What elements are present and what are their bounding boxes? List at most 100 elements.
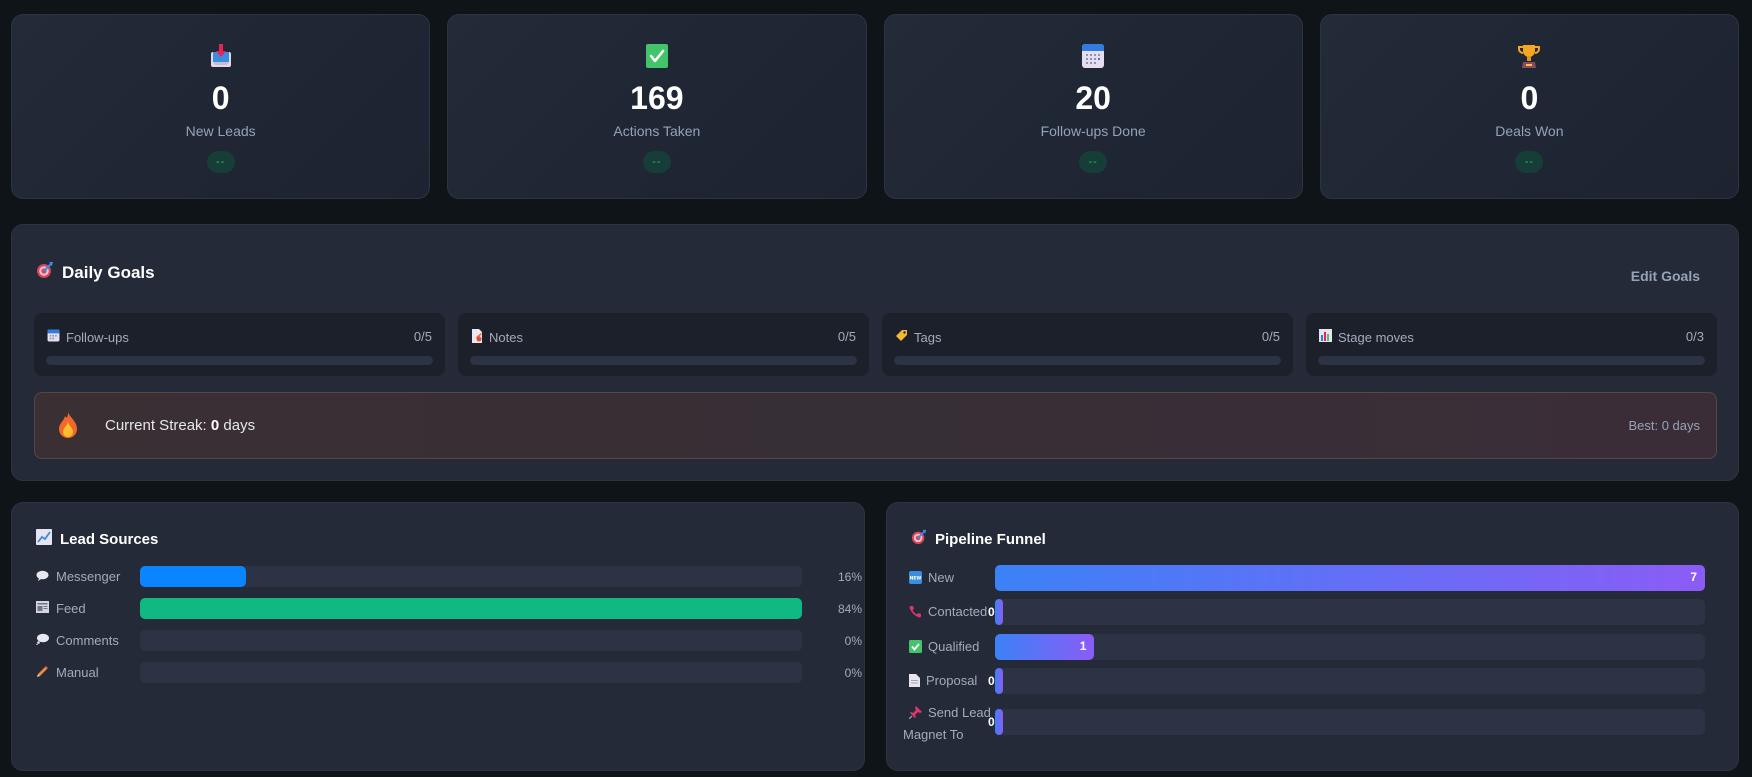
current-streak: Current Streak: 0 days [105, 417, 256, 434]
lead-sources-header: Lead Sources [36, 529, 158, 550]
lead-source-row: Comments 0% [36, 630, 862, 651]
pipeline-funnel-header: Pipeline Funnel [911, 529, 1046, 550]
best-streak: Best: 0 days [1628, 418, 1700, 433]
stage-label: Qualified [909, 637, 1009, 659]
source-label: Comments [56, 633, 119, 648]
source-label: Feed [56, 601, 86, 616]
source-bar [140, 630, 802, 651]
goal-progress-bar [1318, 356, 1705, 365]
streak-banner: Current Streak: 0 days Best: 0 days [34, 392, 1717, 459]
check-mark-icon [909, 639, 922, 659]
goal-card-stage-moves: Stage moves 0/3 [1306, 313, 1717, 376]
document-icon [909, 673, 920, 693]
inbox-tray-icon [208, 43, 234, 69]
target-icon [911, 529, 927, 550]
lead-sources-title: Lead Sources [60, 531, 159, 548]
pipeline-funnel-panel: Pipeline Funnel NEW New 7 Contacted 0 Qua… [886, 502, 1739, 771]
new-badge-icon: NEW [909, 570, 922, 590]
calendar-icon [1080, 43, 1106, 69]
pencil-icon [36, 665, 49, 681]
tag-icon [895, 329, 908, 345]
pushpin-icon [908, 705, 922, 725]
stat-card-deals-won: 0 Deals Won -- [1319, 14, 1739, 199]
stat-label: Deals Won [1495, 123, 1564, 139]
stats-row: 0 New Leads -- 169 Actions Taken -- 20 F… [11, 14, 1739, 199]
speech-bubble-icon [36, 569, 49, 584]
trophy-icon [1516, 43, 1542, 69]
stat-trend-badge: -- [206, 151, 235, 173]
newspaper-icon [36, 601, 49, 616]
stage-bar: 0 [988, 668, 1705, 694]
source-percent: 0% [844, 633, 862, 648]
stat-label: New Leads [185, 123, 256, 139]
lead-source-row: Messenger 16% [36, 566, 862, 587]
source-bar [140, 598, 802, 619]
source-label: Manual [56, 665, 99, 680]
goal-progress-value: 0/3 [1685, 329, 1704, 344]
goal-progress-bar [470, 356, 857, 365]
lead-source-row: Manual 0% [36, 662, 862, 683]
goal-label: Tags [914, 329, 942, 345]
stage-bar: 0 [988, 599, 1705, 625]
stat-value: 0 [211, 80, 230, 116]
goal-card-tags: Tags 0/5 [882, 313, 1293, 376]
source-label: Messenger [56, 569, 121, 584]
stat-value: 0 [1520, 80, 1539, 116]
goal-progress-value: 0/5 [1261, 329, 1280, 344]
daily-goals-header: Daily Goals [36, 261, 155, 284]
source-bar [140, 662, 802, 683]
stage-bar: 0 [988, 709, 1705, 735]
source-bar [140, 566, 802, 587]
svg-text:NEW: NEW [910, 576, 922, 582]
stage-count: 0 [988, 674, 995, 688]
stage-label: Contacted [909, 602, 1009, 624]
daily-goals-title: Daily Goals [62, 262, 155, 282]
goal-progress-bar [894, 356, 1281, 365]
source-percent: 16% [837, 569, 862, 584]
calendar-icon [47, 329, 60, 345]
notes-icon [471, 329, 483, 346]
goal-progress-bar [46, 356, 433, 365]
phone-icon [909, 604, 922, 624]
fire-icon [57, 411, 79, 444]
stage-bar: 1 [995, 634, 1705, 660]
stage-label: Proposal [909, 671, 1009, 693]
daily-goals-panel: Daily Goals Edit Goals Follow-ups 0/5 No… [11, 224, 1739, 481]
stage-count: 0 [988, 605, 995, 619]
stage-bar: 7 [995, 565, 1705, 591]
goal-cards: Follow-ups 0/5 Notes 0/5 Tags 0/5 [34, 313, 1717, 376]
stat-card-actions-taken: 169 Actions Taken -- [447, 14, 867, 199]
check-mark-icon [644, 43, 670, 69]
stat-label: Actions Taken [613, 123, 701, 139]
goal-label: Notes [489, 330, 523, 345]
stage-count: 1 [1079, 639, 1087, 653]
goal-card-follow-ups: Follow-ups 0/5 [34, 313, 445, 376]
stat-card-follow-ups-done: 20 Follow-ups Done -- [883, 14, 1303, 199]
source-percent: 0% [844, 665, 862, 680]
stat-value: 169 [630, 80, 684, 116]
bar-chart-icon [1319, 329, 1332, 345]
stat-trend-badge: -- [642, 151, 671, 173]
thought-bubble-icon [36, 633, 49, 648]
goal-label: Stage moves [1338, 329, 1414, 345]
stage-count: 7 [1690, 570, 1697, 584]
goal-label: Follow-ups [66, 329, 129, 345]
stat-value: 20 [1075, 80, 1111, 116]
stat-trend-badge: -- [1515, 151, 1544, 173]
stat-label: Follow-ups Done [1040, 123, 1146, 139]
pipeline-funnel-title: Pipeline Funnel [935, 531, 1046, 548]
lead-sources-panel: Lead Sources Messenger 16% Feed 84% Comm… [11, 502, 865, 771]
stage-label: NEW New [909, 568, 1009, 590]
goal-card-notes: Notes 0/5 [458, 313, 869, 376]
source-percent: 84% [837, 601, 862, 616]
goal-progress-value: 0/5 [413, 329, 432, 344]
stage-count: 0 [988, 715, 995, 729]
chart-increasing-icon [36, 529, 52, 550]
stat-card-new-leads: 0 New Leads -- [11, 14, 431, 199]
edit-goals-button[interactable]: Edit Goals [1630, 268, 1700, 284]
stage-label: Send Lead Magnet To [903, 705, 991, 742]
target-icon [36, 261, 54, 284]
lead-source-row: Feed 84% [36, 598, 862, 619]
goal-progress-value: 0/5 [837, 329, 856, 344]
